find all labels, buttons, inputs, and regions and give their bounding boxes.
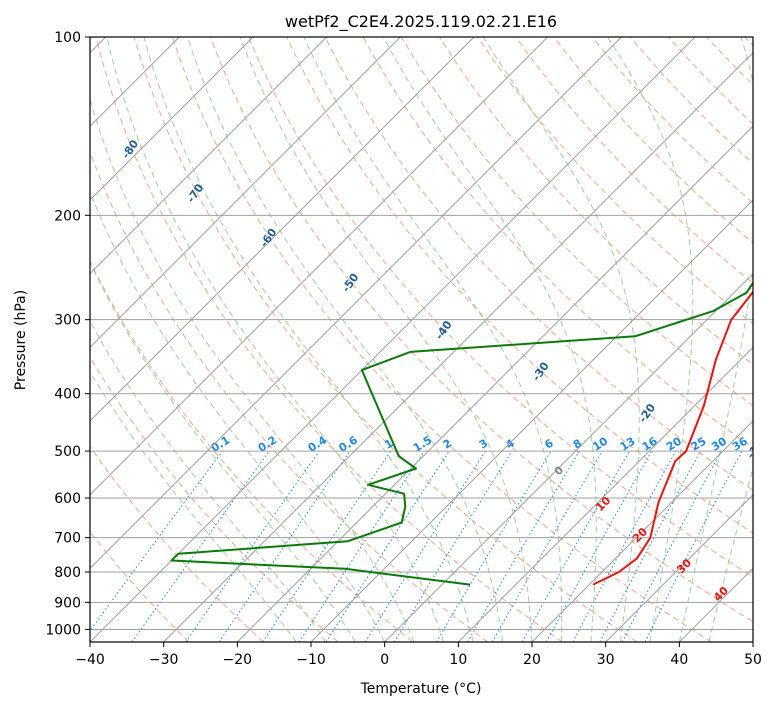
y-tick-label: 700 [54, 531, 81, 547]
temperature-profile-line [592, 290, 753, 586]
moist-adiabat-line [607, 37, 694, 642]
x-tick-label: 40 [670, 652, 688, 668]
dewpoint-profile-line [170, 281, 753, 586]
x-axis-title: Temperature (°C) [360, 681, 482, 697]
x-tick-label: −30 [149, 652, 179, 668]
y-tick-label: 400 [54, 387, 81, 403]
profile-series [170, 281, 753, 586]
x-tick-label: 50 [744, 652, 762, 668]
moist-adiabats [90, 37, 753, 642]
moist-adiabat-line [90, 320, 327, 642]
dry-adiabats [90, 37, 753, 642]
moist-adiabat-line [239, 37, 533, 642]
y-tick-label: 1000 [45, 622, 81, 638]
dry-adiabat-line [133, 37, 638, 642]
isotherm-line [90, 37, 328, 275]
isotherms [90, 37, 753, 642]
pressure-gridlines [90, 37, 753, 630]
dry-adiabat-line [95, 37, 563, 642]
y-tick-label: 800 [54, 565, 81, 581]
isotherm-line [90, 37, 696, 642]
dry-adiabat-label: -10 [744, 437, 766, 461]
mixing-ratio-line [545, 450, 653, 642]
x-tick-label: 10 [449, 652, 467, 668]
isotherm-line [605, 493, 753, 642]
dry-adiabat-line [90, 445, 264, 642]
dry-adiabat-line [286, 37, 753, 534]
x-tick-label: 30 [597, 652, 615, 668]
mixing-ratio-line [90, 450, 223, 632]
mixing-ratio-line [393, 450, 513, 642]
plot-frame [89, 36, 754, 643]
y-tick-label: 500 [54, 444, 81, 460]
isotherm-line [90, 37, 401, 349]
y-tick-label: 200 [54, 208, 81, 224]
mixing-ratio-line [644, 450, 743, 642]
moist-adiabat-line [382, 37, 597, 642]
x-tick-label: 0 [380, 652, 389, 668]
isotherm-line [90, 37, 475, 422]
x-tick-label: −40 [75, 652, 105, 668]
y-tick-label: 100 [54, 30, 81, 46]
dry-adiabat-line [90, 259, 414, 642]
isotherm-line [90, 37, 254, 201]
mixing-ratio-line [185, 450, 320, 642]
x-tick-label: −20 [223, 652, 253, 668]
dry-adiabat-line [515, 37, 753, 284]
moist-adiabat-line [678, 37, 753, 642]
isotherm-line [90, 37, 622, 570]
isotherm-line [163, 51, 753, 642]
mixing-ratio-line [218, 450, 351, 642]
dry-adiabat-line [248, 37, 753, 578]
isotherm-line [531, 420, 753, 642]
dry-adiabat-line [171, 37, 712, 642]
y-axis-title: Pressure (hPa) [13, 290, 29, 390]
moist-adiabat-line [708, 466, 753, 642]
moist-adiabat-line [90, 261, 356, 642]
moist-adiabat-line [143, 37, 474, 642]
moist-adiabat-line [90, 190, 386, 642]
mixing-ratio-line [262, 450, 392, 642]
y-tick-label: 300 [54, 313, 81, 329]
mixing-ratio-line [325, 450, 450, 642]
moist-adiabat-line [187, 37, 503, 642]
dry-adiabat-line [210, 37, 753, 623]
mixing-ratio-line [572, 450, 677, 642]
x-tick-label: −10 [296, 652, 326, 668]
mixing-ratio-lines: 0.1 0.2 0.4 0.6 1 1.5 2 3 4 6 8 10 13 16 20 25 30 36 [90, 433, 750, 642]
isotherm-line [384, 272, 753, 642]
isotherm-line [457, 346, 753, 642]
x-tick-label: 20 [523, 652, 541, 668]
isotherm-line [310, 199, 753, 642]
mixing-ratio-line [131, 450, 270, 642]
y-tick-label: 600 [54, 491, 81, 507]
mixing-ratio-line [298, 450, 425, 642]
dry-adiabat-line [90, 356, 339, 642]
chart-title: wetPf2_C2E4.2025.119.02.21.E16 [285, 12, 557, 32]
y-axis: 100 200 300 400 500 600 700 800 900 1000 [45, 30, 90, 638]
moist-adiabat-line [106, 37, 445, 642]
moist-adiabat-line [482, 37, 640, 642]
y-tick-label: 900 [54, 595, 81, 611]
isotherm-line [90, 37, 549, 496]
mixing-ratio-line [521, 450, 630, 642]
moist-adiabat-line [90, 370, 297, 642]
moist-adiabat-line [303, 37, 563, 642]
x-axis: −40 −30 −20 −10 0 10 20 30 40 50 [75, 642, 762, 668]
